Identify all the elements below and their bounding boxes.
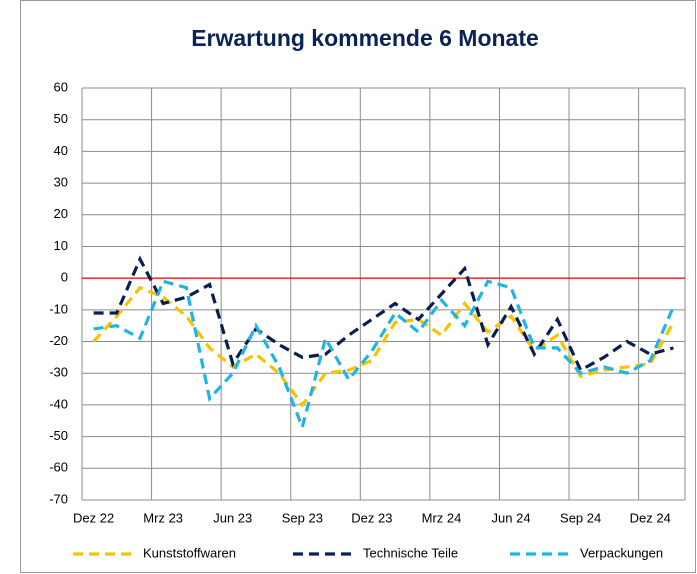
series-line [93,279,675,433]
x-tick-label: Jun 23 [213,510,252,525]
y-tick-label: 30 [54,175,68,190]
y-tick-label: -50 [49,428,68,443]
y-tick-label: -10 [49,301,68,316]
y-tick-label: -40 [49,396,68,411]
x-tick-label: Sep 23 [282,510,323,525]
legend-label: Verpackungen [580,545,663,560]
x-tick-label: Sep 24 [560,510,601,525]
legend-label: Kunststoffwaren [143,545,236,560]
chart-frame [20,0,696,573]
y-tick-label: 10 [54,238,68,253]
x-tick-label: Mrz 23 [143,510,183,525]
y-tick-label: 40 [54,143,68,158]
y-tick-label: -70 [49,491,68,506]
chart-title: Erwartung kommende 6 Monate [191,25,539,51]
x-tick-label: Mrz 24 [422,510,462,525]
y-tick-label: -60 [49,460,68,475]
y-tick-label: 0 [61,270,68,285]
series-line [93,255,674,373]
y-tick-label: -30 [49,365,68,380]
y-tick-label: -20 [49,333,68,348]
y-tick-label: 60 [54,79,68,94]
x-tick-label: Dez 23 [351,510,392,525]
y-tick-label: 50 [54,111,68,126]
x-tick-label: Dez 22 [73,510,114,525]
x-tick-label: Jun 24 [492,510,531,525]
y-tick-label: 20 [54,206,68,221]
legend-label: Technische Teile [363,545,458,560]
x-tick-label: Dez 24 [630,510,671,525]
